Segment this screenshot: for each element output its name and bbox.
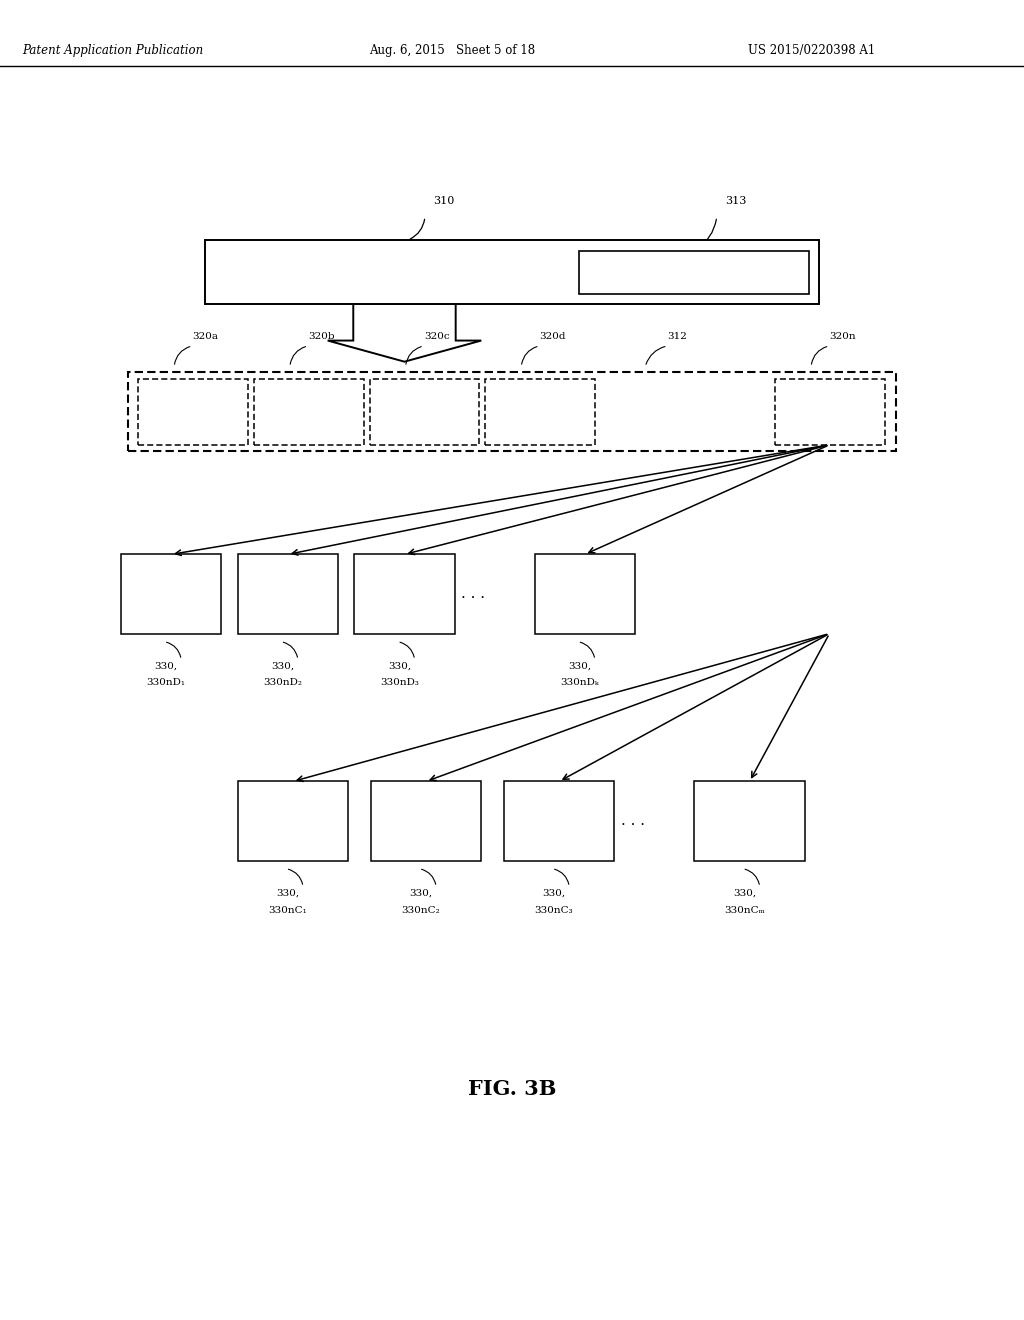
FancyBboxPatch shape	[354, 554, 455, 634]
Text: 312: 312	[668, 331, 687, 341]
FancyBboxPatch shape	[121, 554, 221, 634]
Text: Stripe n: Stripe n	[805, 405, 855, 418]
Text: Stripe 3: Stripe 3	[515, 405, 565, 418]
FancyBboxPatch shape	[504, 781, 614, 861]
Polygon shape	[328, 304, 481, 362]
Text: Data
Chunk: Data Chunk	[384, 579, 425, 609]
Text: Non-Data
Chunk: Non-Data Chunk	[528, 807, 590, 836]
Text: Non-Data
Chunk: Non-Data Chunk	[262, 807, 324, 836]
Text: 330,: 330,	[276, 888, 299, 898]
Text: . . .: . . .	[621, 814, 645, 828]
Text: 330,: 330,	[155, 661, 177, 671]
FancyBboxPatch shape	[371, 781, 481, 861]
FancyBboxPatch shape	[775, 379, 885, 445]
FancyBboxPatch shape	[579, 251, 809, 294]
Text: 330,: 330,	[271, 661, 294, 671]
Text: 313: 313	[725, 195, 746, 206]
FancyBboxPatch shape	[535, 554, 635, 634]
Text: 310: 310	[433, 195, 455, 206]
Text: Error Correcting Code: Error Correcting Code	[627, 267, 761, 279]
FancyBboxPatch shape	[254, 379, 364, 445]
Text: 330nD₂: 330nD₂	[263, 678, 302, 688]
Text: FIG. 3B: FIG. 3B	[468, 1078, 556, 1100]
Text: Non-Data
Chunk: Non-Data Chunk	[395, 807, 457, 836]
Text: 320c: 320c	[424, 331, 450, 341]
Text: 330,: 330,	[410, 888, 432, 898]
Text: 330,: 330,	[568, 661, 591, 671]
FancyBboxPatch shape	[205, 240, 819, 304]
FancyBboxPatch shape	[485, 379, 595, 445]
Text: 330nC₁: 330nC₁	[268, 906, 307, 915]
Text: Stripe 0: Stripe 0	[168, 405, 218, 418]
Text: 330,: 330,	[733, 888, 756, 898]
Text: 330nD₁: 330nD₁	[146, 678, 185, 688]
Text: 330nD₃: 330nD₃	[380, 678, 419, 688]
Text: Data
Chunk: Data Chunk	[267, 579, 308, 609]
Text: Data
Chunk: Data Chunk	[564, 579, 605, 609]
FancyBboxPatch shape	[238, 781, 348, 861]
Text: 330nDₖ: 330nDₖ	[560, 678, 599, 688]
Text: 320n: 320n	[829, 331, 856, 341]
Text: US 2015/0220398 A1: US 2015/0220398 A1	[748, 44, 874, 57]
Text: File: File	[393, 265, 422, 279]
Text: . . .: . . .	[641, 405, 666, 418]
Text: 330,: 330,	[388, 661, 411, 671]
FancyBboxPatch shape	[128, 372, 896, 451]
Text: Patent Application Publication: Patent Application Publication	[23, 44, 204, 57]
Text: 330nC₂: 330nC₂	[401, 906, 440, 915]
FancyBboxPatch shape	[694, 781, 805, 861]
Text: Stripe 2: Stripe 2	[399, 405, 450, 418]
FancyBboxPatch shape	[238, 554, 338, 634]
Text: Aug. 6, 2015   Sheet 5 of 18: Aug. 6, 2015 Sheet 5 of 18	[369, 44, 535, 57]
Text: Data
Chunk: Data Chunk	[151, 579, 191, 609]
Text: 330nCₘ: 330nCₘ	[724, 906, 765, 915]
Text: Non-Data
Chunk: Non-Data Chunk	[719, 807, 780, 836]
FancyBboxPatch shape	[370, 379, 479, 445]
Text: 330nC₃: 330nC₃	[535, 906, 573, 915]
Text: 320a: 320a	[193, 331, 218, 341]
FancyBboxPatch shape	[138, 379, 248, 445]
Text: Stripe 1: Stripe 1	[284, 405, 334, 418]
Text: . . .: . . .	[461, 587, 485, 601]
Text: 320d: 320d	[540, 331, 566, 341]
Text: 330,: 330,	[543, 888, 565, 898]
Text: 320b: 320b	[308, 331, 335, 341]
